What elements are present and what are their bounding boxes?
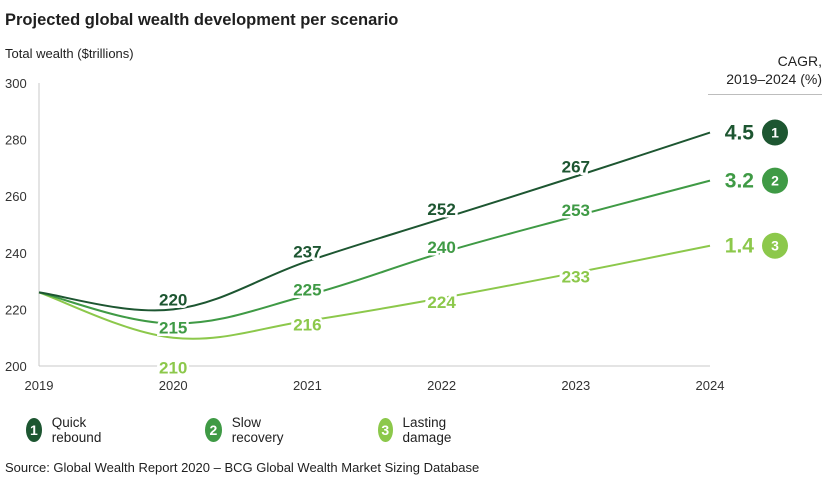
data-label-series-3: 210 — [159, 359, 187, 378]
cagr-header-line-1: CAGR, — [777, 53, 822, 69]
x-tick-label: 2023 — [561, 378, 590, 393]
data-label-series-3: 216 — [293, 316, 321, 335]
data-label-series-1: 267 — [562, 157, 590, 176]
series-line-2 — [38, 179, 711, 325]
cagr-badge-2 — [762, 167, 788, 194]
x-tick-label: 2024 — [696, 378, 725, 393]
x-tick-label: 2019 — [25, 378, 54, 393]
data-label-series-2: 240 — [427, 238, 455, 257]
legend-item-1: 1 Quick rebound — [26, 415, 110, 445]
legend-badge-3: 3 — [378, 418, 393, 442]
data-label-series-3: 224 — [427, 293, 456, 312]
y-tick-label: 200 — [5, 359, 27, 374]
legend-item-3: 3 Lasting damage — [378, 415, 461, 445]
legend-label-2: Slow recovery — [231, 415, 284, 445]
legend-badge-2: 2 — [205, 418, 222, 442]
cagr-value-2: 3.2 — [725, 170, 754, 193]
data-label-series-3: 233 — [562, 268, 590, 287]
x-tick-label: 2020 — [159, 378, 188, 393]
y-axis-label: Total wealth ($trillions) — [5, 46, 134, 61]
cagr-value-3: 1.4 — [725, 235, 755, 258]
cagr-badge-number-3: 3 — [771, 238, 779, 254]
series-line-3 — [38, 244, 711, 340]
y-tick-label: 260 — [5, 189, 27, 204]
data-label-series-1: 237 — [293, 242, 321, 261]
source-note: Source: Global Wealth Report 2020 – BCG … — [5, 460, 480, 475]
y-tick-label: 280 — [5, 133, 27, 148]
y-tick-label: 300 — [5, 76, 27, 91]
y-tick-label: 220 — [5, 302, 27, 317]
legend-label-3: Lasting damage — [402, 415, 452, 445]
cagr-value-1: 4.5 — [725, 122, 755, 145]
series-line-1 — [38, 131, 711, 312]
data-label-series-1: 252 — [427, 200, 455, 219]
cagr-header-divider — [708, 94, 822, 95]
line-chart: 200 220 240 260 280 300 2019 2020 2021 2022 2023 20… — [5, 76, 788, 393]
cagr-header: CAGR, 2019–2024 (%) — [708, 52, 822, 88]
x-tick-label: 2022 — [427, 378, 456, 393]
chart-title: Projected global wealth development per … — [5, 11, 399, 29]
cagr-badge-number-1: 1 — [771, 125, 779, 141]
cagr-header-line-2: 2019–2024 (%) — [726, 71, 822, 87]
x-tick-label: 2021 — [293, 378, 322, 393]
legend-badge-1: 1 — [26, 418, 42, 442]
data-label-series-1: 220 — [159, 290, 187, 309]
data-label-series-2: 253 — [562, 201, 590, 220]
legend-item-2: 2 Slow recovery — [205, 415, 291, 445]
cagr-badge-number-2: 2 — [771, 173, 779, 189]
data-label-series-2: 215 — [159, 319, 187, 338]
data-label-series-2: 225 — [293, 280, 321, 299]
legend-label-1: Quick rebound — [51, 415, 102, 445]
cagr-badge-1 — [762, 119, 788, 146]
cagr-badge-3 — [762, 232, 788, 259]
y-tick-label: 240 — [5, 246, 27, 261]
